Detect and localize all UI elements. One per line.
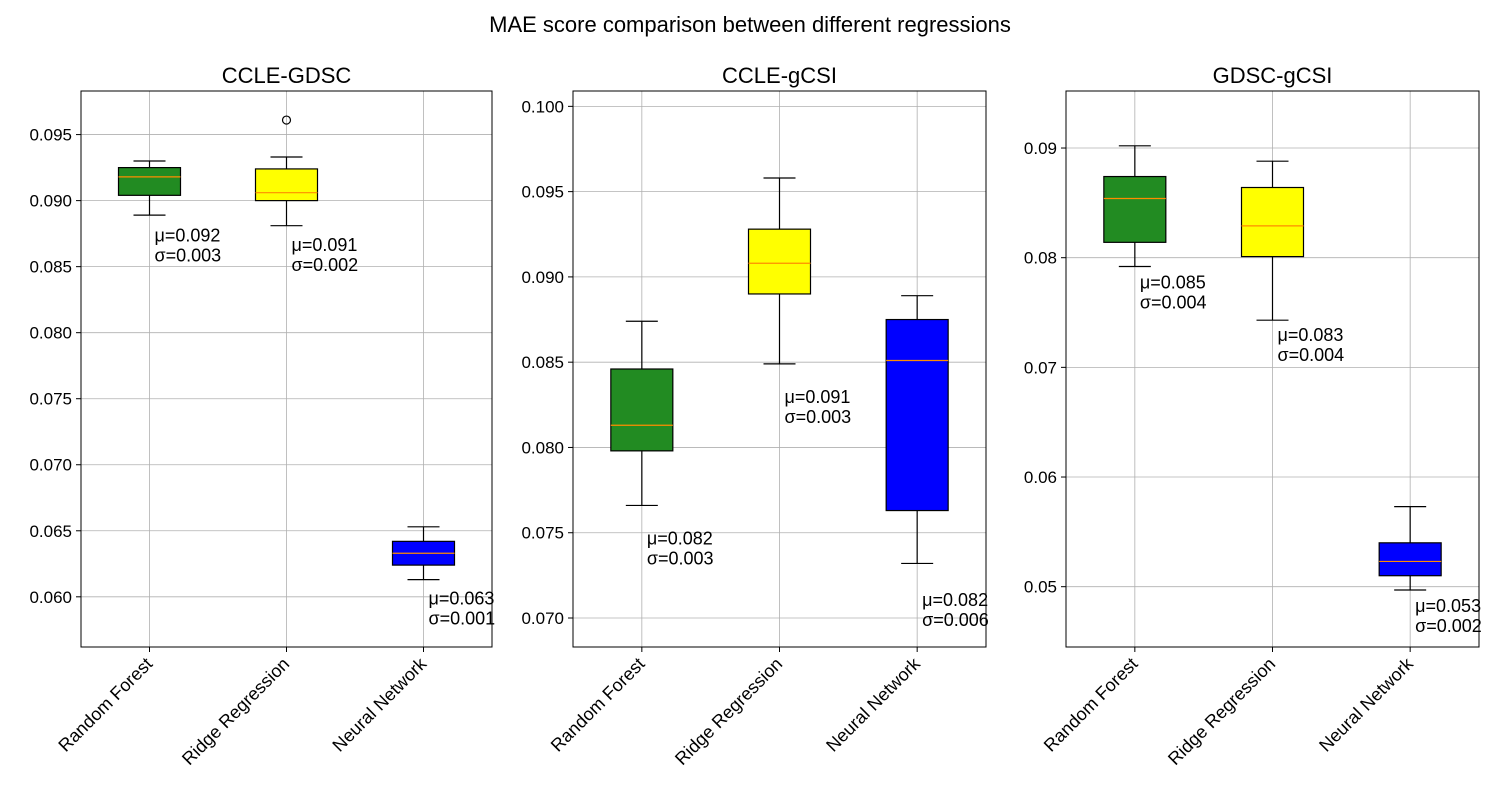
box-ridge-regression [254, 115, 319, 227]
y-tick-label: 0.095 [521, 183, 564, 202]
annotation-std: σ=0.001 [429, 609, 496, 629]
box-iqr [1240, 186, 1305, 258]
box-iqr [1103, 175, 1167, 243]
annotation-mean: μ=0.063 [429, 589, 495, 609]
y-tick-label: 0.080 [29, 324, 72, 343]
y-tick-label: 0.080 [521, 438, 564, 457]
box-iqr [747, 228, 812, 295]
figure-title: MAE score comparison between different r… [489, 12, 1011, 37]
annotation-mean: μ=0.053 [1415, 596, 1481, 616]
y-tick-label: 0.090 [29, 192, 72, 211]
box-neural-network [885, 295, 949, 565]
y-tick-label: 0.070 [521, 609, 564, 628]
y-tick-label: 0.085 [29, 258, 72, 277]
y-tick-label: 0.085 [521, 353, 564, 372]
annotation-std: σ=0.004 [1140, 292, 1207, 312]
annotation-std: σ=0.003 [785, 407, 852, 427]
panel-title: CCLE-GDSC [222, 63, 352, 88]
x-tick-label: Neural Network [822, 653, 925, 756]
y-tick-label: 0.090 [521, 268, 564, 287]
annotation-std: σ=0.002 [1415, 616, 1482, 636]
annotation-std: σ=0.004 [1278, 345, 1345, 365]
y-tick-label: 0.100 [521, 97, 564, 116]
annotation-mean: μ=0.082 [922, 590, 988, 610]
y-tick-label: 0.075 [521, 524, 564, 543]
annotation-mean: μ=0.092 [155, 226, 221, 246]
box-iqr [610, 368, 674, 452]
box-ridge-regression [1240, 160, 1305, 321]
axes-frame [572, 90, 987, 648]
x-tick-label: Random Forest [1040, 654, 1142, 756]
panel-title: GDSC-gCSI [1213, 63, 1333, 88]
panel-title: CCLE-gCSI [722, 63, 837, 88]
axes-frame [1065, 90, 1480, 648]
box-iqr [117, 166, 182, 196]
annotation-std: σ=0.006 [922, 610, 989, 630]
y-tick-label: 0.075 [29, 390, 72, 409]
x-tick-label: Ridge Regression [671, 654, 786, 769]
y-tick-label: 0.060 [29, 588, 72, 607]
panel-2: μ=0.082σ=0.003μ=0.091σ=0.003μ=0.082σ=0.0… [521, 63, 988, 769]
axes-frame [80, 90, 493, 648]
y-tick-label: 0.095 [29, 126, 72, 145]
y-tick-label: 0.07 [1024, 358, 1057, 377]
annotation-mean: μ=0.085 [1140, 272, 1206, 292]
x-tick-label: Neural Network [1315, 653, 1418, 756]
annotation-mean: μ=0.091 [785, 387, 851, 407]
annotation-mean: μ=0.082 [647, 529, 713, 549]
box-iqr [885, 318, 949, 512]
annotation-mean: μ=0.091 [292, 235, 358, 255]
x-tick-label: Random Forest [54, 654, 156, 756]
x-tick-label: Random Forest [547, 654, 649, 756]
y-tick-label: 0.08 [1024, 249, 1057, 268]
annotation-mean: μ=0.083 [1278, 325, 1344, 345]
annotation-std: σ=0.003 [155, 246, 222, 266]
x-tick-label: Neural Network [328, 653, 431, 756]
y-tick-label: 0.05 [1024, 578, 1057, 597]
box-neural-network [1378, 506, 1442, 591]
y-tick-label: 0.070 [29, 456, 72, 475]
box-random-forest [1103, 145, 1167, 268]
y-tick-label: 0.06 [1024, 468, 1057, 487]
annotation-std: σ=0.002 [292, 255, 359, 275]
box-random-forest [610, 320, 674, 507]
annotation-std: σ=0.003 [647, 549, 714, 569]
y-tick-label: 0.065 [29, 522, 72, 541]
box-random-forest [117, 160, 182, 216]
x-tick-label: Ridge Regression [1164, 654, 1279, 769]
x-tick-label: Ridge Regression [178, 654, 293, 769]
box-neural-network [391, 526, 456, 581]
outlier-point [281, 115, 292, 125]
box-ridge-regression [747, 177, 812, 365]
y-tick-label: 0.09 [1024, 139, 1057, 158]
box-iqr [1378, 542, 1442, 577]
panel-3: μ=0.085σ=0.004μ=0.083σ=0.004μ=0.053σ=0.0… [1024, 63, 1482, 769]
box-iqr [254, 168, 319, 202]
